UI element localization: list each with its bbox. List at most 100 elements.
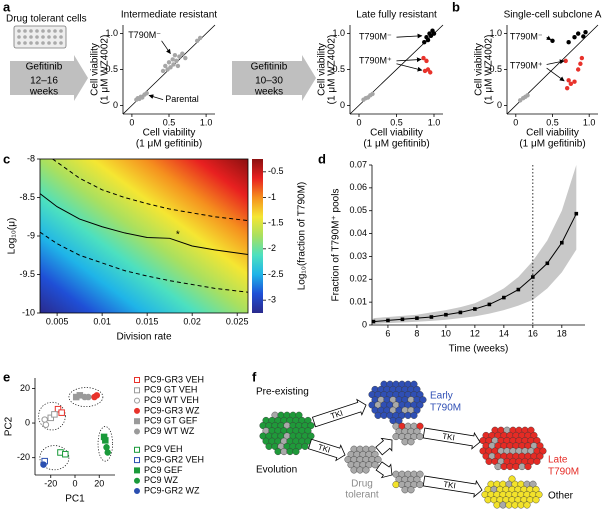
cell [530,431,538,439]
x-tick-label: 16 [528,328,538,338]
cluster-outline [68,387,104,407]
y-axis-label: Log₁₀(μ) [7,218,18,255]
cell-cluster [392,470,424,494]
data-point [51,411,58,418]
cell [374,456,382,464]
point [175,63,181,69]
y-tick-label: 0.01 [349,297,367,307]
x-axis-label: Time (weeks) [449,344,509,355]
annotation: T790M⁺ [510,60,543,70]
start-label: Drug tolerant cells [6,14,87,25]
data-point [386,318,390,323]
well [17,29,21,33]
early-label: T790M [430,403,461,414]
contour-line [40,193,248,255]
block-arrow: TKI [311,398,367,428]
cell [413,475,421,483]
y-tick-label: 1.0 [105,28,118,38]
well-plate [13,25,67,49]
x-tick-label: 1.0 [200,117,213,127]
well [47,35,51,39]
cell [419,396,427,404]
data-point [400,317,405,322]
cell [410,411,418,419]
cell [307,432,315,440]
cell [413,427,421,435]
point [183,55,188,61]
cell [404,411,412,419]
star-marker: * [176,230,180,241]
cell [535,491,543,499]
cell [416,422,424,430]
y-tick-label: 0.5 [489,64,502,74]
cell [512,463,520,471]
annotation-arrow [396,57,422,63]
cell [274,448,282,456]
cell [407,486,415,494]
annotation: T790M⁻ [128,30,161,40]
point [174,58,179,64]
data-point [41,416,48,423]
tki-label: TKI [317,442,332,454]
legend-marker [134,387,140,394]
x-tick-label: 0.02 [183,316,201,326]
cell [536,452,544,460]
x-tick-label: 8 [414,328,419,338]
x-tick-label: 0 [129,117,134,127]
panel-label: b [452,0,460,14]
cell [517,501,525,509]
cell [401,486,409,494]
duration-label: weeks [254,87,283,98]
legend-marker [134,428,140,435]
x-tick-label: 14 [499,328,509,338]
annotation: T790M⁻ [510,32,543,42]
point [144,90,149,96]
colorbar-tick-label: -2.5 [268,269,284,279]
other-label: Other [548,491,574,502]
x-tick-label: 0.005 [46,316,69,326]
well [23,41,27,45]
point [168,65,173,70]
well [35,35,39,39]
point [579,55,585,61]
point [575,31,581,36]
arrow-shape [307,438,346,462]
cell [529,480,537,488]
cell [304,427,312,435]
x-axis-label: (1 μM gefitinib) [519,139,585,150]
annotation-arrow [148,94,164,101]
legend-marker [134,418,140,425]
well [47,29,51,33]
point [166,60,172,65]
point [422,40,427,45]
late-label: Late [548,455,568,466]
duration-label: 12–16 [30,76,58,87]
data-point [574,211,579,216]
arrow-shape [375,461,393,479]
x-tick-label: 10 [441,328,451,338]
cell-cluster [479,426,547,471]
cell [484,496,492,504]
cell [392,433,400,441]
data-point [62,450,69,458]
contour-group [40,159,248,293]
x-axis-label: Cell viability [370,128,423,139]
legend-label: PC9-GR3 VEH [144,374,204,384]
y-tick-label: 1.0 [332,28,345,38]
point [163,63,168,69]
point [566,78,571,83]
point [172,52,178,58]
point [566,40,571,45]
cell [410,380,418,388]
legend-marker [134,446,140,453]
cell-cluster [368,380,427,425]
block-arrow: TKI [422,475,483,498]
point [431,31,437,36]
point [422,68,428,74]
y-tick-label: 0.5 [105,64,118,74]
cell [506,463,514,471]
data-point [93,392,101,399]
point [428,70,433,75]
x-tick-label: 1.0 [583,117,596,127]
